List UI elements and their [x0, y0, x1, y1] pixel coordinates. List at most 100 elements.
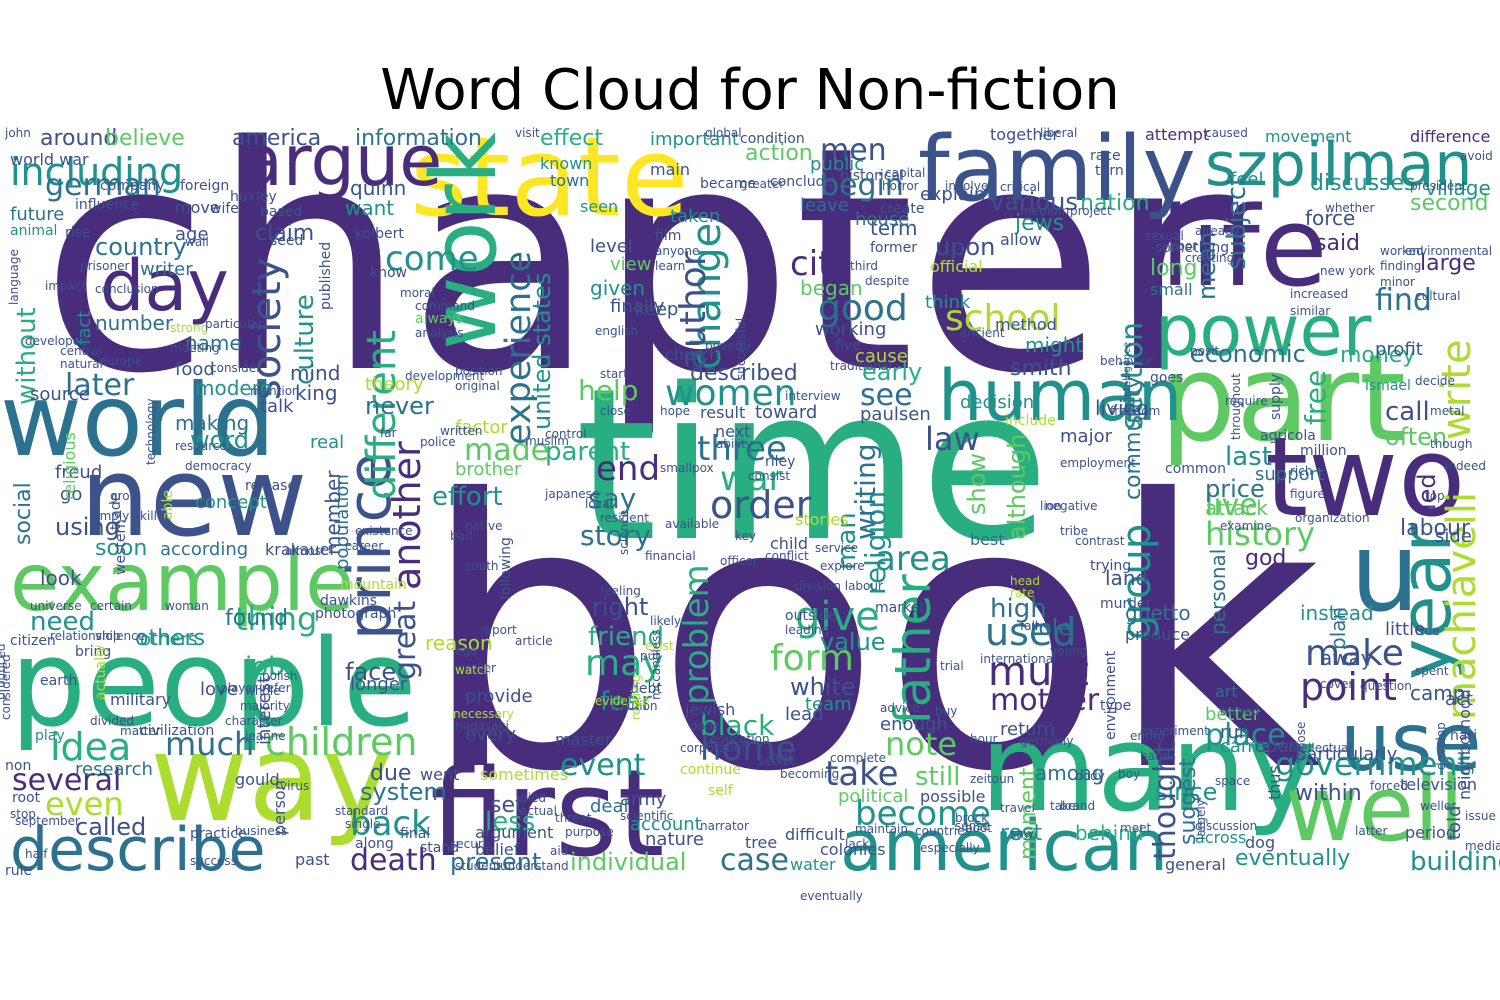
cloud-word: exist [645, 639, 674, 653]
cloud-word: role [1030, 616, 1072, 641]
cloud-word: position [455, 364, 503, 378]
cloud-word: non [5, 758, 31, 774]
cloud-word: sense [955, 819, 990, 833]
cloud-word: head [1010, 574, 1040, 588]
cloud-word: published [318, 242, 334, 310]
cloud-word: develop [1434, 722, 1448, 770]
cloud-word: environment [1103, 650, 1119, 740]
cloud-word: root [12, 790, 41, 806]
cloud-word: less [485, 807, 535, 837]
cloud-word: better [1205, 704, 1261, 725]
cloud-word: earth [40, 673, 77, 689]
cloud-word: decision [960, 392, 1034, 413]
cloud-word: free [1299, 370, 1332, 425]
cloud-word: quinn [350, 176, 406, 200]
cloud-word: war [720, 459, 783, 499]
cloud-word: first [430, 745, 665, 884]
cloud-word: said [1315, 231, 1360, 256]
cloud-word: show [963, 453, 991, 515]
cloud-word: continue [680, 762, 741, 778]
cloud-word: japanese [544, 487, 599, 501]
cloud-word: began [800, 276, 863, 300]
cloud-word: space [1215, 774, 1250, 788]
cloud-word: standard [335, 804, 388, 818]
cloud-word: attempt [1145, 125, 1209, 144]
cloud-word: problem [677, 564, 717, 705]
cloud-word: author [673, 251, 714, 370]
cloud-word: negative [1045, 499, 1097, 513]
cloud-word: president [1410, 179, 1467, 193]
cloud-word: several [12, 763, 121, 798]
cloud-word: half [25, 847, 48, 861]
cloud-word: longer [350, 674, 408, 695]
cloud-word: leading [785, 623, 829, 637]
cloud-word: police [420, 435, 456, 449]
cloud-word: cause [855, 346, 908, 367]
cloud-word: murder [1100, 596, 1152, 612]
cloud-word: eventually [800, 889, 863, 903]
cloud-word: medium [1020, 204, 1069, 218]
cloud-word: effect [540, 126, 603, 151]
cloud-word: grow [110, 489, 140, 503]
cloud-word: labour [1400, 516, 1471, 541]
cloud-word: supply [1268, 374, 1284, 420]
cloud-word: fact [74, 311, 95, 345]
cloud-word: brock [955, 811, 988, 825]
cloud-word: since [1155, 778, 1217, 806]
cloud-word: along [355, 836, 394, 852]
cloud-word: central [60, 344, 102, 358]
cloud-word: take [825, 754, 899, 794]
cloud-word: final [400, 826, 430, 842]
cloud-word: majority [240, 699, 290, 713]
cloud-word: finally [610, 296, 665, 317]
cloud-word: global [705, 126, 742, 140]
cloud-word: stand [420, 840, 459, 856]
cloud-word: natural [60, 357, 103, 371]
cloud-word: price [1205, 475, 1265, 503]
cloud-word: ability [716, 437, 753, 451]
cloud-word: described [690, 361, 798, 386]
cloud-word: narrator [700, 819, 749, 833]
cloud-word: secure [450, 837, 490, 851]
cloud-word: political [838, 786, 908, 807]
cloud-word: begin [820, 168, 904, 203]
cloud-word: mccandless [649, 629, 663, 700]
cloud-word: right [592, 593, 648, 621]
cloud-word: art [1215, 682, 1238, 701]
cloud-word: name [185, 331, 242, 355]
cloud-word: religion [859, 491, 892, 595]
cloud-word: germany [1020, 734, 1073, 748]
cloud-word: thus [1265, 765, 1284, 800]
cloud-word: account [630, 814, 702, 835]
cloud-word: time [575, 343, 1049, 588]
cloud-word: forced [1370, 779, 1408, 793]
cloud-word: contrast [1075, 534, 1125, 548]
cloud-word: simply [90, 509, 129, 523]
cloud-word: religious [60, 432, 79, 500]
cloud-word: produce [1125, 625, 1190, 644]
cloud-word: company [100, 178, 165, 194]
cloud-word: high [990, 594, 1047, 624]
cloud-word: south [465, 559, 499, 573]
cloud-word: still [915, 762, 960, 792]
cloud-word: lion [1040, 499, 1062, 513]
cloud-word: day [100, 245, 229, 327]
cloud-word: corporation [680, 741, 749, 755]
cloud-word: house [855, 209, 909, 230]
cloud-word: camp [1410, 681, 1465, 705]
cloud-word: face [345, 658, 396, 686]
cloud-word: violence [95, 629, 145, 643]
cloud-word: rest [1000, 821, 1043, 846]
cloud-word: top [1425, 489, 1445, 503]
cloud-word: new york [1320, 264, 1375, 278]
cloud-word: include [1005, 413, 1056, 429]
cloud-word: much [165, 725, 254, 763]
cloud-word: employment [1060, 456, 1136, 470]
cloud-word: following [498, 537, 514, 600]
cloud-word: want [345, 196, 394, 220]
cloud-word: important [650, 129, 739, 150]
cloud-word: found [225, 606, 288, 631]
cloud-word: behavior [1100, 354, 1153, 368]
cloud-word: travel [1000, 801, 1035, 815]
cloud-word: meeting [170, 341, 220, 355]
